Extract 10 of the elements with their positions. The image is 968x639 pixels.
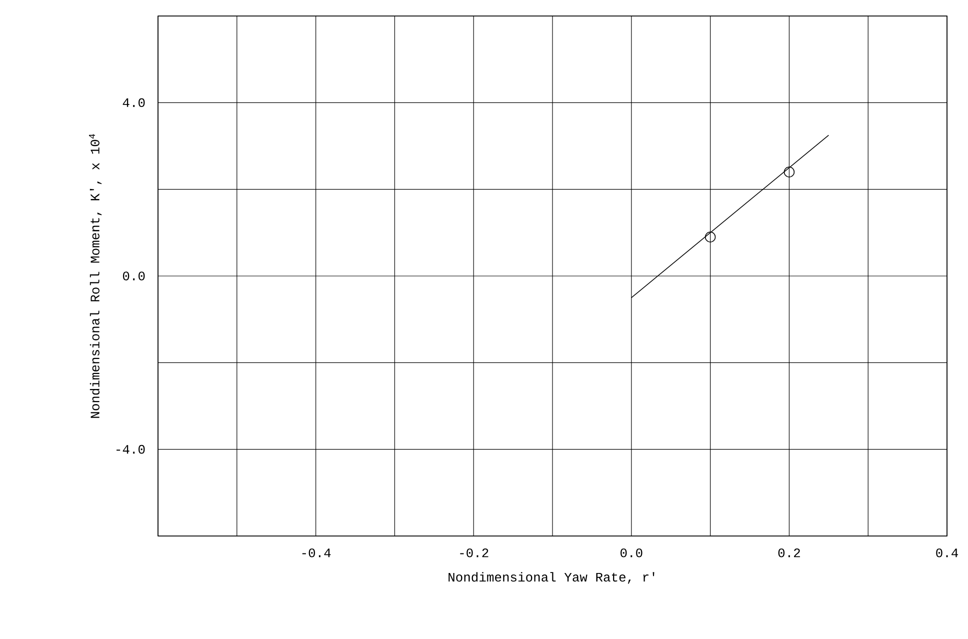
x-tick-label: -0.2 — [460, 548, 488, 558]
y-tick-label: -4.0 — [116, 444, 145, 454]
x-tick-label: 0.4 — [936, 548, 958, 558]
y-tick-label: 0.0 — [122, 272, 145, 280]
x-tick-label: 0.0 — [620, 548, 642, 558]
x-tick-label: -0.4 — [302, 548, 331, 558]
x-axis-title: Nondimensional Yaw Rate, r' — [448, 572, 654, 584]
y-axis-title: Nondimensional Roll Moment, K', x 10$^{4}$ — [89, 134, 102, 418]
x-tick-label: 0.2 — [778, 548, 800, 558]
y-tick-label: 4.0 — [122, 98, 145, 108]
